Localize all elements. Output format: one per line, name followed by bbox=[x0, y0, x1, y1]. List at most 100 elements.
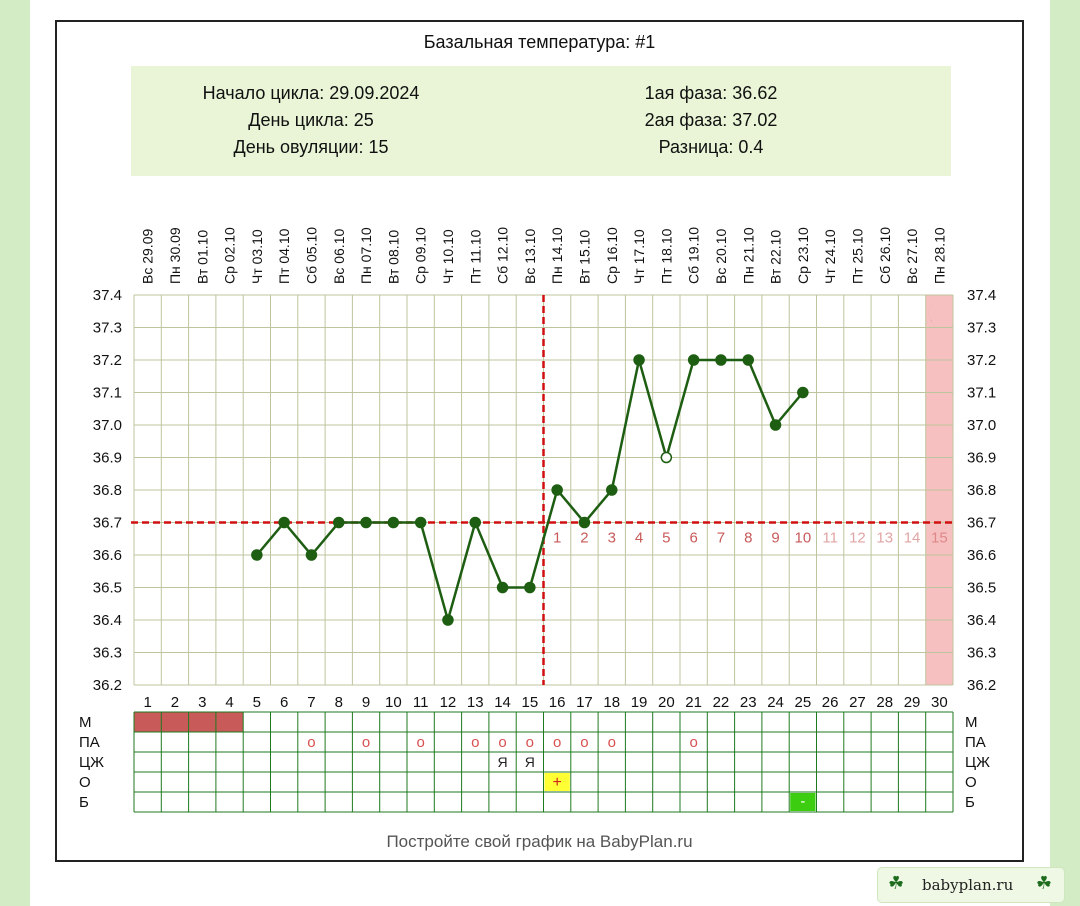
clover-icon: ☘ bbox=[888, 873, 905, 893]
temperature-point bbox=[251, 549, 263, 561]
day-number: 23 bbox=[740, 694, 757, 711]
chart-frame: Базальная температура: #1 Начало цикла: … bbox=[55, 20, 1024, 862]
date-header: Вт 15.10 bbox=[576, 230, 592, 284]
temperature-point bbox=[633, 354, 645, 366]
temperature-point bbox=[551, 484, 563, 496]
day-number: 30 bbox=[931, 694, 948, 711]
day-number: 16 bbox=[549, 694, 566, 711]
date-header: Пн 30.09 bbox=[167, 227, 183, 284]
y-tick-label-left: 36.2 bbox=[93, 677, 122, 694]
date-header: Вс 06.10 bbox=[331, 229, 347, 284]
pa-mark: o bbox=[362, 734, 370, 751]
phase-day-number: 6 bbox=[689, 530, 697, 547]
day-number: 3 bbox=[198, 694, 206, 711]
cz-mark: Я bbox=[497, 754, 507, 770]
day-number: 26 bbox=[822, 694, 839, 711]
right-background-strip bbox=[1050, 0, 1080, 906]
date-header: Сб 12.10 bbox=[495, 227, 511, 284]
day-number: 27 bbox=[849, 694, 866, 711]
y-tick-label-right: 37.2 bbox=[967, 352, 996, 369]
day-number: 28 bbox=[876, 694, 893, 711]
pa-mark: o bbox=[553, 734, 561, 751]
temperature-point bbox=[524, 581, 536, 594]
pa-mark: o bbox=[689, 734, 697, 751]
date-header: Сб 05.10 bbox=[303, 227, 319, 284]
pa-mark: o bbox=[416, 734, 424, 751]
date-header: Сб 26.10 bbox=[877, 227, 893, 284]
cycle-start: Начало цикла: 29.09.2024 bbox=[202, 83, 420, 103]
temperature-point bbox=[278, 516, 290, 529]
pa-mark: o bbox=[498, 734, 506, 751]
y-tick-label-right: 37.1 bbox=[967, 385, 996, 402]
day-number: 10 bbox=[385, 694, 402, 711]
phase1-average: 1ая фаза: 36.62 bbox=[644, 83, 778, 103]
day-number: 11 bbox=[413, 694, 429, 711]
date-header: Пн 07.10 bbox=[358, 227, 374, 284]
pregnancy-test-cell bbox=[790, 793, 816, 811]
y-tick-label-right: 37.3 bbox=[967, 320, 996, 337]
phase-day-number: 12 bbox=[849, 530, 866, 547]
date-header: Вт 22.10 bbox=[768, 230, 784, 284]
y-tick-label-right: 36.4 bbox=[967, 612, 996, 629]
day-number: 24 bbox=[767, 694, 784, 711]
y-tick-label-left: 36.4 bbox=[93, 612, 122, 629]
day-number: 20 bbox=[658, 694, 675, 711]
footer-link[interactable]: Постройте свой график на BabyPlan.ru bbox=[386, 832, 693, 851]
y-tick-label-right: 37.4 bbox=[967, 287, 996, 304]
table-row-label-right: ПА bbox=[965, 734, 986, 751]
date-header: Пт 18.10 bbox=[658, 228, 674, 284]
pa-mark: o bbox=[471, 734, 479, 751]
pa-mark: o bbox=[307, 734, 315, 751]
phase-day-number: 10 bbox=[795, 530, 812, 547]
ovulation-test-mark: + bbox=[552, 774, 561, 791]
phase-day-number: 3 bbox=[608, 530, 616, 547]
date-header: Чт 10.10 bbox=[440, 229, 456, 284]
y-tick-label-left: 37.2 bbox=[93, 352, 122, 369]
y-tick-label-left: 36.6 bbox=[93, 547, 122, 564]
phase-day-number: 1 bbox=[553, 530, 561, 547]
phase2-average: 2ая фаза: 37.02 bbox=[644, 110, 778, 130]
y-tick-label-left: 36.3 bbox=[93, 645, 122, 662]
bbt-chart: Вс 29.09 Пн 30.09 Вт 01.10 Ср 02.10 Чт 03.10… bbox=[79, 227, 996, 813]
day-number: 18 bbox=[603, 694, 620, 711]
site-badge[interactable]: ☘ babyplan.ru ☘ bbox=[878, 868, 1064, 902]
table-row-label-right: Б bbox=[965, 794, 975, 811]
date-header: Чт 03.10 bbox=[249, 229, 265, 284]
date-header: Ср 09.10 bbox=[413, 227, 429, 284]
table-row-label-left: Б bbox=[79, 794, 89, 811]
left-background-strip bbox=[0, 0, 30, 906]
day-number: 17 bbox=[576, 694, 593, 711]
temperature-point bbox=[442, 614, 454, 626]
y-tick-label-left: 36.5 bbox=[93, 580, 122, 597]
phase-day-number: 14 bbox=[904, 530, 921, 547]
clover-icon: ☘ bbox=[1035, 873, 1052, 893]
temperature-point bbox=[496, 581, 509, 594]
date-header: Пн 21.10 bbox=[740, 227, 756, 284]
ovulation-day: День овуляции: 15 bbox=[233, 137, 389, 157]
temperature-point bbox=[387, 516, 400, 529]
day-number: 6 bbox=[280, 694, 288, 711]
day-number: 21 bbox=[685, 694, 702, 711]
menses-cell bbox=[134, 712, 162, 732]
date-header: Ср 23.10 bbox=[795, 227, 811, 284]
phase-day-number: 9 bbox=[771, 530, 779, 547]
summary-left: Начало цикла: 29.09.2024 День цикла: 25 … bbox=[151, 80, 471, 161]
cz-mark: Я bbox=[525, 754, 535, 770]
day-number: 15 bbox=[522, 694, 539, 711]
y-tick-label-right: 36.9 bbox=[967, 450, 996, 467]
table-row-label-left: ПА bbox=[79, 734, 100, 751]
phase-day-number: 2 bbox=[580, 530, 588, 547]
y-tick-label-right: 36.8 bbox=[967, 482, 996, 499]
cycle-day: День цикла: 25 bbox=[248, 110, 374, 130]
day-number: 7 bbox=[307, 694, 315, 711]
day-number: 25 bbox=[795, 694, 812, 711]
y-tick-label-left: 37.0 bbox=[93, 417, 122, 434]
phase-day-number: 11 bbox=[822, 530, 838, 547]
phase-day-number: 13 bbox=[876, 530, 893, 547]
temperature-point bbox=[797, 386, 809, 399]
phase-day-number: 7 bbox=[717, 530, 725, 547]
day-number: 9 bbox=[362, 694, 370, 711]
day-number: 1 bbox=[143, 694, 151, 711]
ovulation-test-cell bbox=[544, 773, 570, 791]
y-tick-label-left: 36.7 bbox=[93, 515, 122, 532]
